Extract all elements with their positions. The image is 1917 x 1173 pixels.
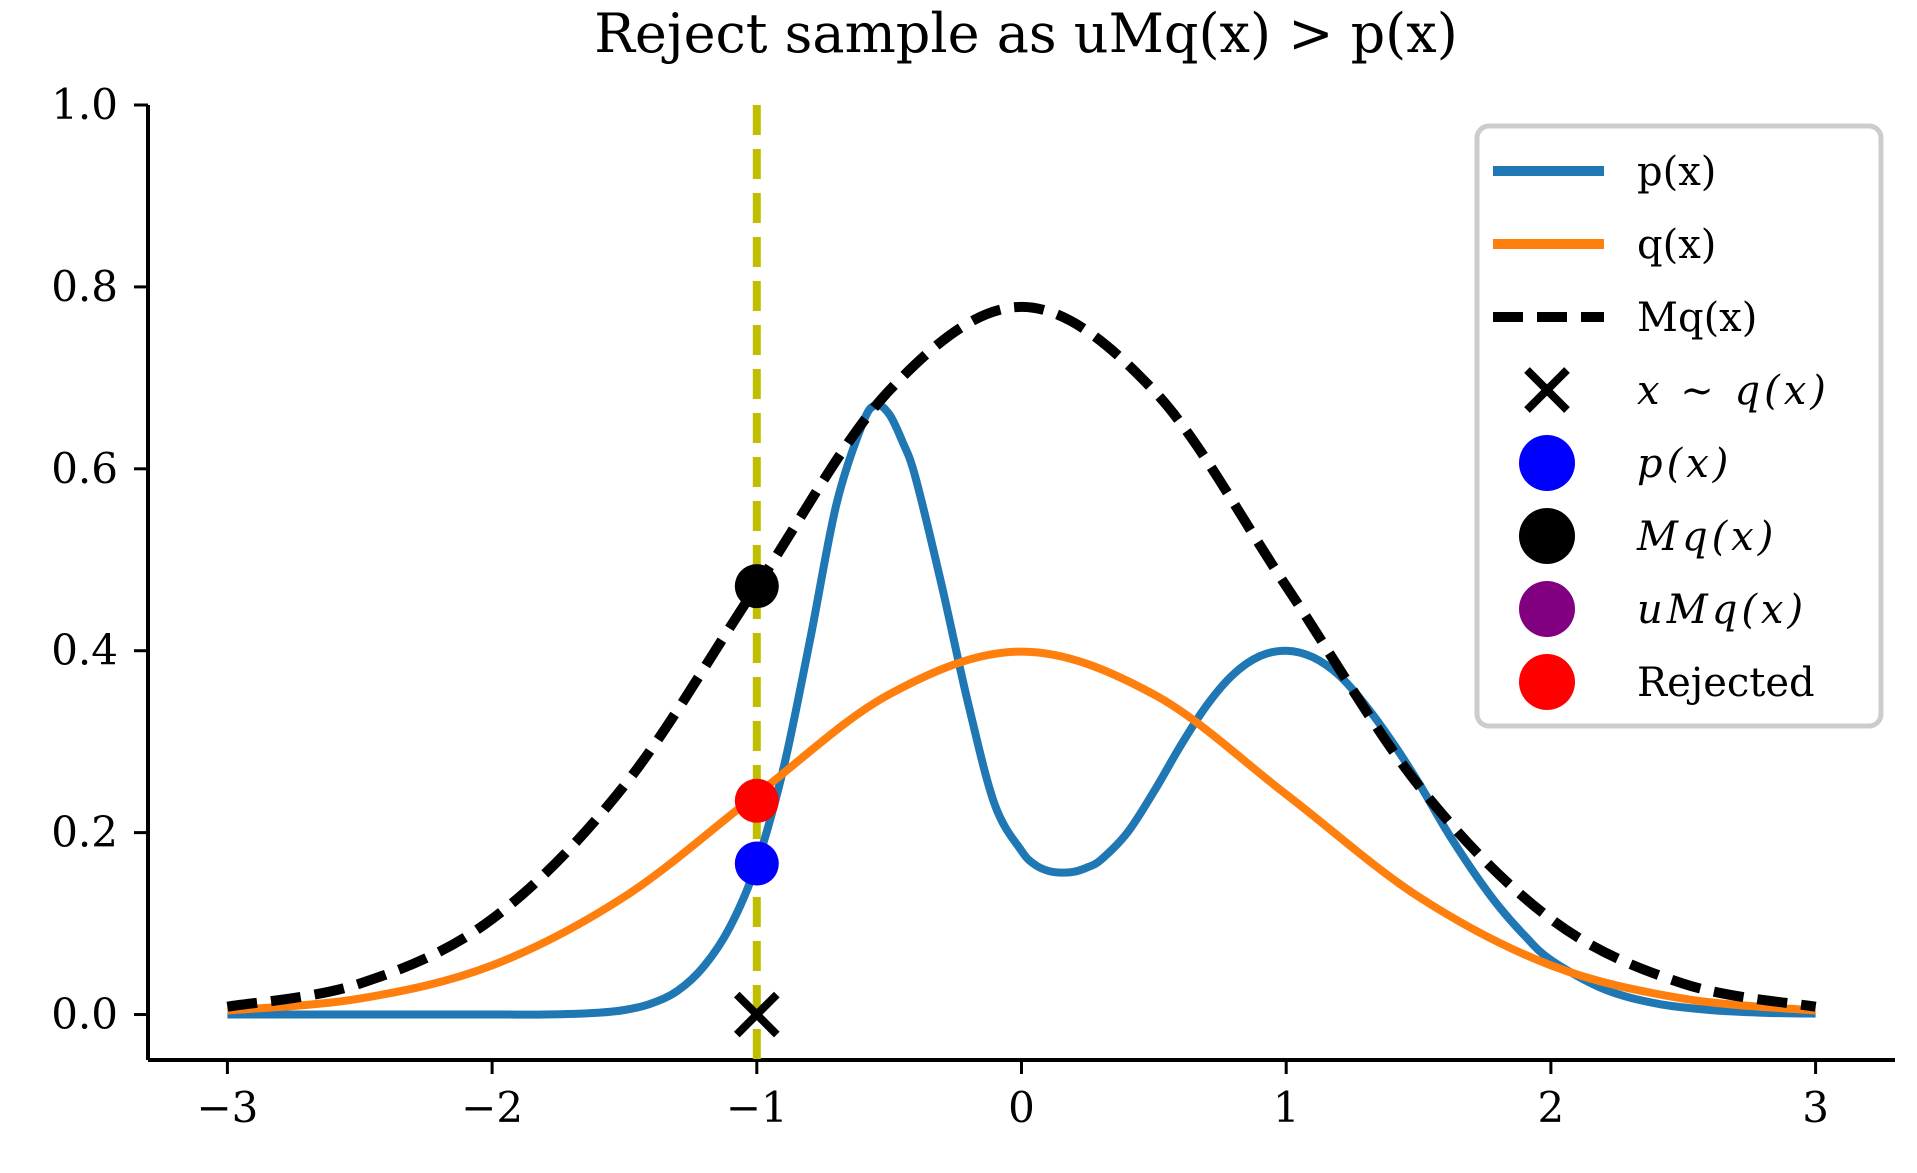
- point-p-x-: [734, 841, 779, 886]
- legend-label: Mq(x): [1637, 295, 1757, 341]
- legend-label: uMq(x): [1637, 587, 1807, 633]
- legend-entry: uMq(x): [1519, 581, 1807, 637]
- legend-entry: p(x): [1519, 435, 1732, 491]
- legend-handle-dot: [1519, 654, 1575, 710]
- legend-box: [1474, 123, 1884, 729]
- y-tick-label: 0.4: [51, 626, 118, 675]
- legend-label: x ∼ q(x): [1637, 368, 1830, 414]
- legend-entry: x ∼ q(x): [1524, 367, 1830, 414]
- legend-entry: Mq(x): [1519, 508, 1777, 564]
- x-tick-label: −1: [726, 1083, 788, 1132]
- x-tick-label: 1: [1273, 1083, 1300, 1132]
- legend-label: Rejected: [1637, 660, 1815, 706]
- x-tick-label: 0: [1008, 1083, 1035, 1132]
- y-tick-label: 0.6: [51, 444, 118, 493]
- series-mq-line: [226, 301, 1817, 1012]
- legend-handle-dot: [1519, 435, 1575, 491]
- sample-x-marker: [733, 991, 780, 1038]
- point-mq-x-: [734, 564, 779, 609]
- axes: −3 −2 −1 0 1 2 3 0.0 0.2 0.4 0.6 0.8 1.0: [51, 80, 1895, 1132]
- y-tick-label: 0.0: [51, 990, 118, 1039]
- point-rejected: [734, 778, 779, 823]
- legend-entry: q(x): [1493, 222, 1716, 268]
- x-tick-label: −3: [196, 1083, 258, 1132]
- legend-label: p(x): [1637, 149, 1716, 195]
- x-tick-label: 2: [1538, 1083, 1565, 1132]
- plot-area: [226, 105, 1817, 1060]
- y-tick-label: 1.0: [51, 80, 118, 129]
- x-tick-label: −2: [461, 1083, 523, 1132]
- chart-title: Reject sample as uMq(x) > p(x): [594, 2, 1458, 65]
- legend: p(x) q(x) Mq(x) x ∼ q(x) p(x) Mq(x) uMq(x) Reje…: [1474, 123, 1884, 729]
- y-tick-label: 0.2: [51, 808, 118, 857]
- legend-entry: p(x): [1493, 149, 1716, 195]
- x-tick-label: 3: [1802, 1083, 1829, 1132]
- legend-entry: Mq(x): [1493, 295, 1757, 341]
- legend-label: p(x): [1637, 441, 1732, 487]
- series-p-line: [227, 400, 1816, 1019]
- legend-handle-x: [1524, 367, 1570, 413]
- y-tick-label: 0.8: [51, 262, 118, 311]
- legend-label: q(x): [1637, 222, 1716, 268]
- legend-handle-dot: [1519, 581, 1575, 637]
- series-q-line: [227, 647, 1816, 1015]
- legend-handle-dot: [1519, 508, 1575, 564]
- legend-entry: Rejected: [1519, 654, 1815, 710]
- legend-label: Mq(x): [1636, 514, 1777, 560]
